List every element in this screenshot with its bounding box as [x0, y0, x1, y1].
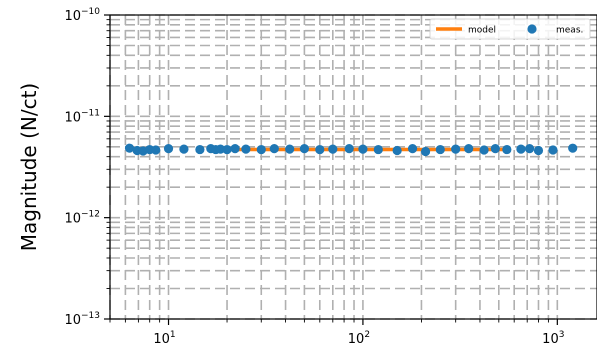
- legend-model-label: model: [468, 26, 496, 36]
- meas-point: [222, 144, 232, 155]
- meas-point: [124, 143, 135, 153]
- x-tick-label: 103: [542, 330, 564, 347]
- meas-point: [163, 144, 174, 154]
- x-tick-label: 102: [348, 330, 370, 347]
- meas-point: [215, 144, 226, 154]
- meas-point: [230, 144, 240, 154]
- meas-point: [479, 145, 489, 155]
- meas-point: [315, 144, 325, 155]
- meas-point: [435, 144, 445, 155]
- meas-point: [373, 144, 383, 155]
- legend-meas-swatch: [527, 24, 537, 34]
- series-layer: [124, 143, 578, 157]
- meas-point: [464, 144, 474, 154]
- labels-layer: 101 102 103 10−13 10−12 10−11 10−10 Magnitude (…: [17, 7, 564, 347]
- meas-point: [516, 144, 526, 154]
- grid-layer: [109, 14, 597, 320]
- meas-point: [328, 144, 338, 154]
- meas-point: [392, 145, 402, 156]
- meas-point: [533, 145, 544, 156]
- meas-point: [407, 144, 418, 154]
- meas-point: [256, 144, 266, 155]
- axes-layer: [104, 14, 597, 325]
- meas-point: [151, 145, 161, 155]
- legend: model meas.: [429, 18, 591, 40]
- y-tick-label: 10−10: [64, 7, 100, 24]
- meas-point: [299, 144, 309, 154]
- legend-box: [429, 18, 591, 40]
- meas-point: [241, 144, 251, 154]
- meas-point: [548, 145, 558, 155]
- meas-point: [195, 144, 205, 155]
- plot-frame: [109, 14, 597, 320]
- meas-point: [344, 144, 354, 154]
- meas-point: [179, 144, 189, 154]
- y-axis-title: Magnitude (N/ct): [17, 83, 41, 251]
- meas-point: [358, 144, 368, 154]
- meas-point: [451, 144, 461, 154]
- meas-point: [420, 146, 431, 157]
- y-tick-label: 10−11: [64, 108, 100, 125]
- meas-point: [568, 143, 578, 153]
- meas-point: [269, 144, 279, 154]
- legend-meas-label: meas.: [556, 26, 583, 36]
- y-tick-label: 10−12: [64, 210, 100, 227]
- meas-point: [524, 144, 535, 154]
- meas-point: [502, 144, 512, 155]
- x-tick-label: 101: [153, 330, 175, 347]
- y-tick-label: 10−13: [64, 311, 100, 328]
- meas-point: [285, 144, 295, 154]
- meas-point: [490, 144, 500, 154]
